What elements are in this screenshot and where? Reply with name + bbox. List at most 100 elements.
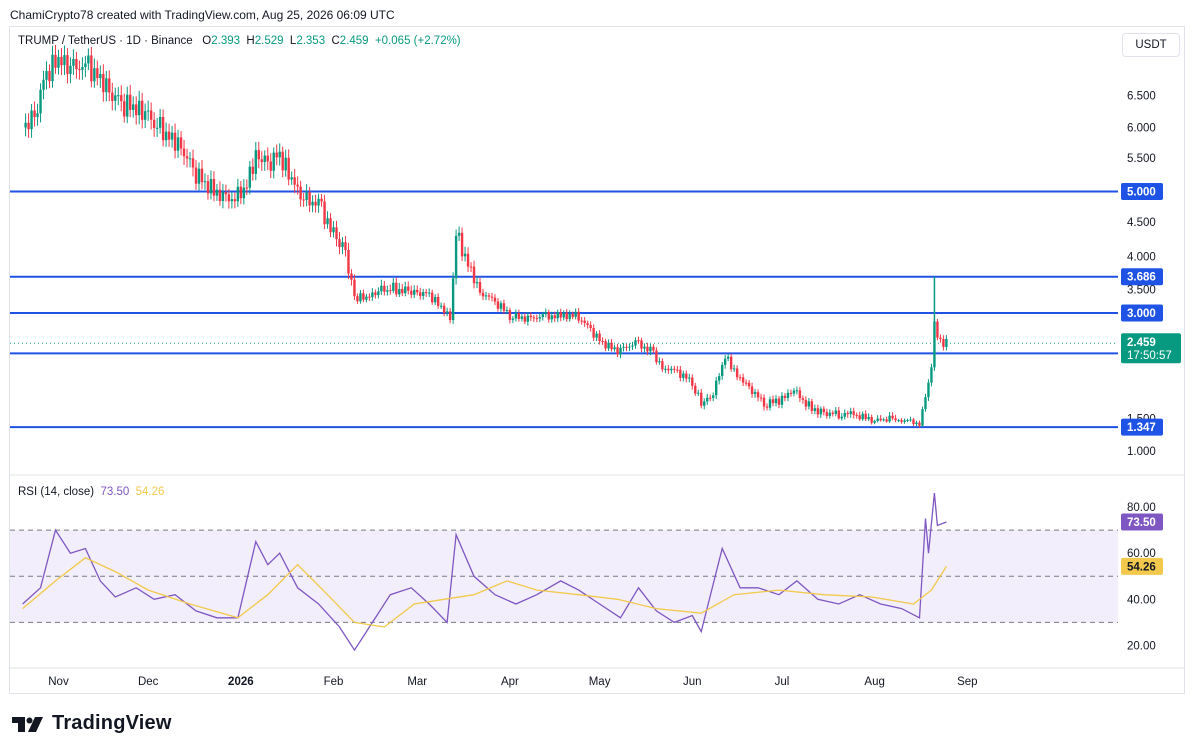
tradingview-brand[interactable]: TradingView [12, 712, 172, 735]
candle-body [60, 56, 63, 66]
candle-body [879, 418, 882, 421]
candle-body [365, 296, 368, 300]
candle-body [478, 282, 482, 293]
candle-body [589, 324, 592, 329]
candle-body [846, 413, 849, 415]
candle-body [661, 361, 664, 370]
candle-body [419, 292, 422, 296]
candle-body [906, 420, 909, 422]
candle-body [404, 286, 407, 294]
candle-body [308, 192, 311, 206]
candle-body [852, 411, 855, 415]
rsi-ma-line [22, 557, 947, 628]
candle-body [102, 73, 105, 93]
candle-body [332, 227, 335, 233]
chart-frame [9, 26, 1185, 694]
candle-body [236, 186, 240, 202]
candle-body [347, 249, 350, 274]
candle-body [344, 242, 347, 250]
candle-body [212, 178, 216, 196]
candle-body [281, 151, 284, 171]
rsi-title[interactable]: RSI (14, close) [18, 486, 95, 498]
candle-body [203, 181, 207, 183]
candle-body [795, 390, 799, 392]
candle-body [882, 419, 885, 421]
candle-body [161, 116, 165, 141]
candle-body [362, 293, 365, 300]
candle-body [622, 346, 625, 348]
candle-body [30, 110, 33, 130]
candle-body [260, 159, 263, 163]
price-tick-label: 3.500 [1127, 285, 1156, 297]
candle-body [562, 312, 565, 318]
candle-body [392, 282, 395, 291]
candle-body [143, 111, 147, 120]
symbol-label[interactable]: TRUMP / TetherUS · 1D · Binance [18, 35, 193, 47]
candle-body [837, 410, 840, 419]
low-value: 2.353 [296, 35, 326, 47]
candle-body [299, 186, 302, 200]
candle-body [792, 390, 796, 394]
candle-body [481, 292, 485, 297]
candle-body [676, 369, 679, 371]
candle-body [398, 288, 401, 295]
candle-body [691, 377, 694, 386]
candle-body [335, 227, 338, 240]
candle-body [747, 382, 751, 387]
candle-body [858, 415, 861, 420]
candle-body [849, 411, 852, 415]
candle-body [290, 177, 293, 180]
candle-body [200, 168, 204, 183]
candle-body [697, 392, 700, 394]
candle-body [514, 313, 518, 319]
candle-body [804, 399, 808, 407]
time-tick-label: May [589, 676, 611, 688]
candle-body [855, 414, 858, 416]
candle-body [233, 199, 237, 202]
time-tick-label: Dec [138, 676, 159, 688]
high-value: 2.529 [254, 35, 284, 47]
candle-body [685, 373, 688, 379]
candle-body [93, 68, 96, 82]
candle-body [939, 337, 942, 339]
candle-body [140, 100, 144, 120]
time-tick-label: Sep [957, 676, 977, 688]
rsi-value: 73.50 [100, 486, 130, 498]
candle-body [574, 311, 577, 317]
candle-body [451, 278, 455, 321]
price-tick-label: 4.000 [1127, 252, 1156, 264]
candle-body [595, 333, 598, 338]
candle-body [750, 386, 754, 394]
candle-body [99, 73, 102, 79]
candle-body [111, 92, 114, 101]
candle-body [410, 290, 413, 295]
candle-body [75, 58, 78, 70]
candle-body [505, 310, 509, 312]
candle-body [517, 313, 521, 319]
candle-body [329, 218, 332, 233]
rsi-tag-label: 73.50 [1127, 517, 1156, 529]
candle-body [350, 273, 353, 280]
candle-body [523, 316, 527, 322]
candle-body [436, 296, 440, 306]
candle-body [912, 419, 915, 425]
candle-body [164, 131, 168, 141]
candle-body [54, 54, 57, 68]
candle-body [454, 235, 458, 279]
currency-button[interactable]: USDT [1122, 33, 1180, 57]
candle-body [583, 320, 586, 324]
candle-body [248, 166, 252, 188]
candle-body [658, 361, 661, 363]
level-label: 5.000 [1127, 187, 1156, 199]
candle-body [48, 71, 51, 82]
candle-body [723, 358, 727, 365]
candle-body [353, 279, 356, 297]
candle-body [646, 346, 649, 352]
candle-body [191, 158, 195, 168]
candle-body [720, 364, 724, 377]
candle-body [224, 192, 228, 195]
rsi-ma-tag-label: 54.26 [1127, 561, 1156, 573]
rsi-ma-value: 54.26 [135, 486, 165, 498]
candle-body [51, 54, 54, 82]
